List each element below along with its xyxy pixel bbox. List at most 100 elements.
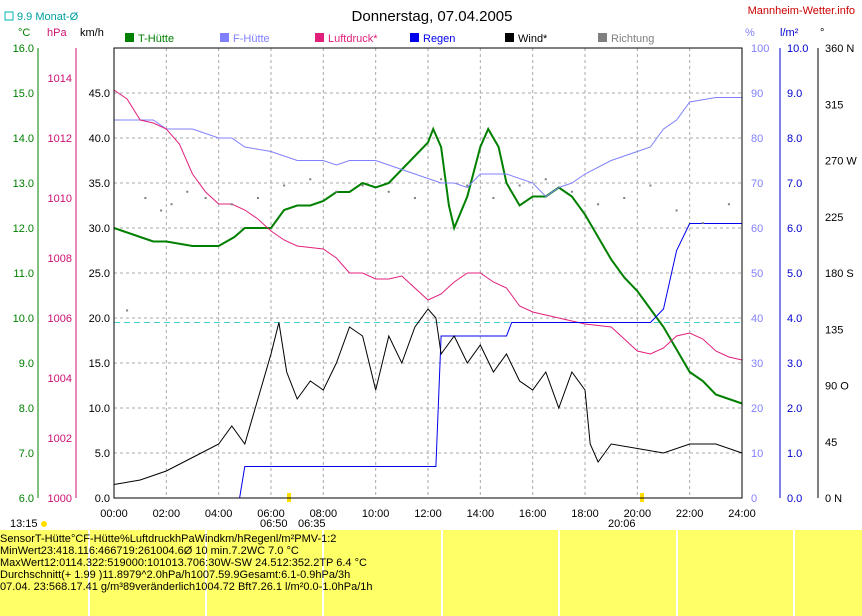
stats-panel-sensor [0, 530, 88, 616]
line-fhtte [114, 97, 742, 198]
grid [114, 48, 742, 498]
stats-cell-r-val: l/m² [275, 533, 295, 545]
stats-cell-f-val: 79 [129, 569, 142, 581]
stats-cell-p-time: 19:26 [122, 545, 151, 557]
point-richtung [387, 190, 390, 193]
stats-cell-f-val: 89 [122, 581, 136, 593]
tick-rain: 7.0 [787, 178, 802, 190]
point-richtung [256, 197, 259, 199]
legend-label: Luftdruck* [328, 33, 378, 45]
legend-label: Richtung [611, 33, 654, 45]
point-richtung [623, 197, 626, 199]
tick-pct: 80 [751, 133, 763, 145]
tick-pct: 50 [751, 268, 763, 280]
tick-pct: 0 [751, 493, 757, 505]
stats-cell-t-time: 12:01 [43, 557, 71, 569]
line-luftdruck [113, 89, 743, 361]
stats-cell-label: 07.04. 23:56 [0, 581, 62, 593]
point-richtung [727, 203, 730, 206]
sun-icon [41, 521, 47, 527]
sunrise-label: 06:35 [298, 518, 326, 530]
tick-pct: 100 [751, 43, 769, 55]
stats-cell-label: MaxWert [0, 557, 44, 569]
stats-cell-t-val: 14.3 [70, 557, 92, 569]
unit-percent: % [745, 27, 755, 39]
tick-kmh: 5.0 [95, 448, 110, 460]
tick-rain: 4.0 [787, 313, 802, 325]
tick-hpa: 1004 [48, 373, 72, 385]
tick-hpa: 1002 [48, 433, 72, 445]
sunset-label: 20:06 [608, 518, 636, 530]
stats-cell-t-val: 8.1 [68, 545, 83, 557]
tick-rain: 10.0 [787, 43, 808, 55]
stats-panel-rain [560, 530, 676, 616]
stats-cell-p-time: 00:10 [131, 557, 160, 569]
tick-direction: 360 N [825, 43, 854, 55]
site-link[interactable]: Mannheim-Wetter.info [748, 5, 855, 17]
axis-right: 100908070605040302010010.09.08.07.06.05.… [751, 43, 857, 505]
stats-row: MaxWert12:0114.322:519000:101013.706:30W… [0, 557, 862, 569]
stats-panel-temp [90, 530, 205, 616]
stats-cell-p-val: 1013.7 [159, 557, 193, 569]
tick-pct: 60 [751, 223, 763, 235]
point-richtung [160, 209, 163, 212]
stats-row: Durchschnitt(+ 1.99 )11.8979^2.0hPa/h100… [0, 569, 862, 581]
stats-cell-w-val: 9.9 [224, 569, 240, 581]
tick-temp: 6.0 [19, 493, 34, 505]
point-richtung [283, 184, 286, 187]
tick-kmh: 0.0 [95, 493, 110, 505]
tick-pct: 40 [751, 313, 763, 325]
tick-temp: 14.0 [13, 133, 34, 145]
legend-label: T-Hütte [138, 33, 174, 45]
stats-cell-label: MinWert [0, 545, 41, 557]
point-richtung [413, 197, 416, 199]
stats-cell-p-val: 1004.6 [150, 545, 184, 557]
tick-pct: 90 [751, 88, 763, 100]
stats-cell-f-time: 7.41 g/m³ [76, 581, 123, 593]
tick-time: 16:00 [519, 508, 547, 520]
tick-direction: 270 W [825, 156, 857, 168]
tick-time: 10:00 [362, 508, 390, 520]
tick-temp: 7.0 [19, 448, 34, 460]
legend-swatch [598, 33, 607, 42]
tick-rain: 1.0 [787, 448, 802, 460]
stats-cell-r-val: 6.1 [281, 569, 297, 581]
point-richtung [518, 184, 521, 187]
sun-marker-label: 13:15 [10, 518, 38, 530]
point-richtung [544, 178, 547, 181]
tick-temp: 11.0 [13, 268, 34, 280]
stats-cell-f-time: F-Hütte [83, 533, 120, 545]
stats-cell-w-time: 2 Bft [228, 581, 252, 593]
legend-swatch [505, 33, 514, 42]
tick-temp: 9.0 [19, 358, 34, 370]
tick-direction: 0 N [825, 493, 842, 505]
stats-cell-p-time: ^2.0hPa/h [141, 569, 191, 581]
tick-time: 02:00 [153, 508, 181, 520]
tick-rain: 5.0 [787, 268, 802, 280]
chart-title: Donnerstag, 07.04.2005 [352, 8, 513, 25]
legend-swatch [315, 33, 324, 42]
stats-cell-f-time: 16:46 [82, 545, 111, 557]
legend-label: Wind* [518, 33, 548, 45]
tick-rain: 0.0 [787, 493, 802, 505]
stats-cell-p-val: hPa [175, 533, 195, 545]
stats-cell-r-time: 12:35 [276, 557, 305, 569]
line-thtte [113, 126, 743, 405]
month-avg-swatch [4, 11, 14, 21]
stats-row: MinWert23:418.116:466719:261004.6Ø 10 mi… [0, 545, 862, 557]
tick-time: 24:00 [728, 508, 756, 520]
tick-hpa: 1008 [48, 253, 72, 265]
tick-time: 22:00 [676, 508, 704, 520]
tick-temp: 8.0 [19, 403, 34, 415]
tick-temp: 16.0 [13, 43, 34, 55]
tick-temp: 15.0 [13, 88, 34, 100]
stats-cell-t-time: (+ 1.99 ) [61, 569, 103, 581]
tick-time: 12:00 [414, 508, 442, 520]
point-richtung [230, 203, 233, 206]
tick-temp: 13.0 [13, 178, 34, 190]
tick-rain: 9.0 [787, 88, 802, 100]
tick-temp: 10.0 [13, 313, 34, 325]
stats-cell-w-val: 7.2 [251, 581, 267, 593]
legend-swatch [220, 33, 229, 42]
tick-kmh: 20.0 [89, 313, 110, 325]
